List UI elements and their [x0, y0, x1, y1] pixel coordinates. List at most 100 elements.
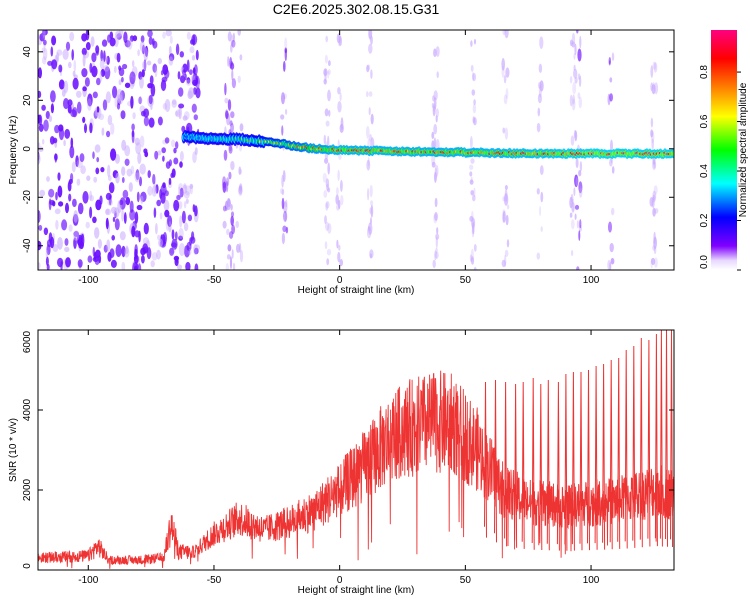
snr-spike: [494, 379, 497, 543]
snr-frame: [37, 329, 675, 571]
spectrogram-noise-blob: [150, 260, 155, 268]
spectrogram-noise-blob: [107, 114, 113, 126]
spectrogram-streak-blob: [435, 247, 438, 254]
spectrogram-noise-blob: [64, 246, 70, 253]
spectrogram-noise-blob: [154, 66, 158, 78]
spectrogram-streak-blob: [431, 161, 436, 168]
spectrogram-noise-blob: [157, 234, 161, 241]
spectrogram-streak-blob: [337, 169, 340, 181]
spectrogram-streak-blob: [339, 259, 344, 267]
spectrogram-noise-blob: [124, 82, 131, 89]
spectrogram-streak-blob: [237, 30, 241, 36]
spectrogram-noise-blob: [129, 209, 136, 221]
spectrogram-noise-blob: [121, 177, 125, 183]
spectrogram-streak-blob: [324, 69, 327, 82]
spectrogram-noise-blob: [179, 51, 184, 58]
spectrogram-noise-blob: [178, 87, 184, 97]
snr-panel: -100 -50 0 50 100 0 2000 4000 6000 Height of st…: [8, 329, 675, 596]
spectrogram-streak-blob: [368, 91, 373, 97]
spectrogram-streak-blob: [435, 115, 438, 123]
spectrogram-noise-blob: [52, 137, 58, 144]
spectrogram-streak-blob: [504, 185, 508, 190]
spectrogram-noise-blob: [183, 190, 190, 199]
spectrogram-noise-blob: [71, 161, 76, 173]
snr-spike: [564, 373, 568, 551]
spectrogram-streak-blob: [283, 210, 288, 222]
spectrogram-noise-blob: [65, 202, 69, 214]
spectrogram-noise-blob: [68, 224, 73, 232]
spectrogram-streak-blob: [578, 96, 582, 109]
spectrogram-noise-blob: [182, 69, 186, 76]
spectrogram-streak-blob: [226, 254, 231, 260]
spectrogram-noise-blob: [131, 130, 135, 144]
spectrogram-streak-blob: [227, 31, 232, 42]
spectrogram-noise-blob: [139, 76, 144, 89]
spectrogram-noise-blob: [128, 182, 133, 192]
spectrogram-noise-blob: [154, 150, 159, 160]
spectrogram-streak-blob: [239, 249, 244, 263]
spectrogram-streak-blob: [469, 254, 473, 262]
spectrogram-noise-blob: [116, 88, 123, 102]
spectrogram-noise-blob: [110, 206, 117, 214]
spectrogram-noise-blob: [134, 172, 141, 183]
spectrogram-streak-blob: [327, 70, 330, 79]
spectrogram-noise-blob: [107, 199, 113, 206]
snr-spike: [484, 381, 487, 538]
spectrogram-noise-blob: [163, 199, 170, 211]
snr-spike: [670, 330, 673, 548]
spectrogram-noise-blob: [130, 165, 135, 175]
spectrogram-noise-blob: [104, 66, 111, 80]
spectrogram-streak-blob: [367, 157, 370, 167]
spectrogram-noise-blob: [87, 93, 93, 107]
spectrogram-noise-blob: [179, 187, 184, 198]
spectrogram-streak-blob: [324, 152, 329, 160]
spectrogram-noise-blob: [155, 184, 159, 194]
spectrogram-streak-blob: [579, 161, 583, 172]
spectrogram-noise-blob: [54, 153, 58, 163]
spectrogram-noise-blob: [107, 34, 111, 43]
snr-spike: [579, 371, 583, 551]
spectrogram-streak-blob: [653, 62, 658, 73]
spectrogram-streak-blob: [232, 262, 236, 270]
spectrogram-noise-blob: [96, 106, 100, 113]
x-tick-label: 50: [460, 275, 472, 286]
spectrogram-streak-blob: [536, 122, 541, 133]
x-tick-label: 50: [460, 575, 472, 586]
spectrogram-noise-blob: [107, 175, 112, 182]
spectrogram-streak-blob: [230, 211, 235, 217]
spectrogram-noise-blob: [189, 46, 195, 54]
spectrogram-streak-blob: [435, 108, 439, 118]
spectrogram-streak-blob: [340, 195, 344, 206]
x-tick-label: -50: [207, 275, 222, 286]
spectrogram-noise-blob: [79, 153, 85, 163]
spectrogram-noise-blob: [70, 137, 74, 149]
spectrogram-noise-blob: [117, 94, 124, 105]
spectrogram-streak-blob: [338, 35, 342, 47]
spectrogram-streak-blob: [368, 225, 371, 232]
colorbar-ticks: 0.0 0.2 0.4 0.6 0.8: [699, 65, 741, 271]
spectrogram-streak-blob: [579, 35, 582, 49]
spectrogram-streak-blob: [538, 84, 542, 98]
spectrogram-streak-blob: [649, 197, 654, 207]
spectrogram-streak-blob: [434, 251, 439, 259]
spectrogram-noise-blob: [72, 77, 79, 90]
spectrogram-streak-blob: [239, 123, 244, 132]
spectrogram-noise-blob: [105, 208, 110, 215]
spectrogram-noise-blob: [153, 207, 157, 218]
y-tick-label: 6000: [22, 330, 33, 353]
spectrogram-noise-blob: [64, 238, 69, 246]
spectrogram-noise-blob: [161, 147, 166, 154]
spectrogram-streak-blob: [569, 76, 573, 84]
spectrogram-streak-blob: [281, 188, 285, 196]
spectrogram-noise-blob: [121, 245, 126, 258]
spectrogram-streak-blob: [652, 190, 657, 203]
spectrogram-streak-blob: [609, 261, 612, 270]
spectrogram-noise-blob: [161, 76, 168, 83]
spectrogram-noise-blob: [76, 178, 81, 186]
spectrogram-streak-blob: [505, 88, 509, 99]
spectrogram-streak-blob: [504, 189, 508, 202]
spectrogram-noise-blob: [77, 202, 84, 215]
spectrogram-noise-blob: [89, 122, 93, 134]
spectrogram-noise-blob: [57, 237, 63, 250]
spectrogram-streak-blob: [431, 140, 435, 150]
